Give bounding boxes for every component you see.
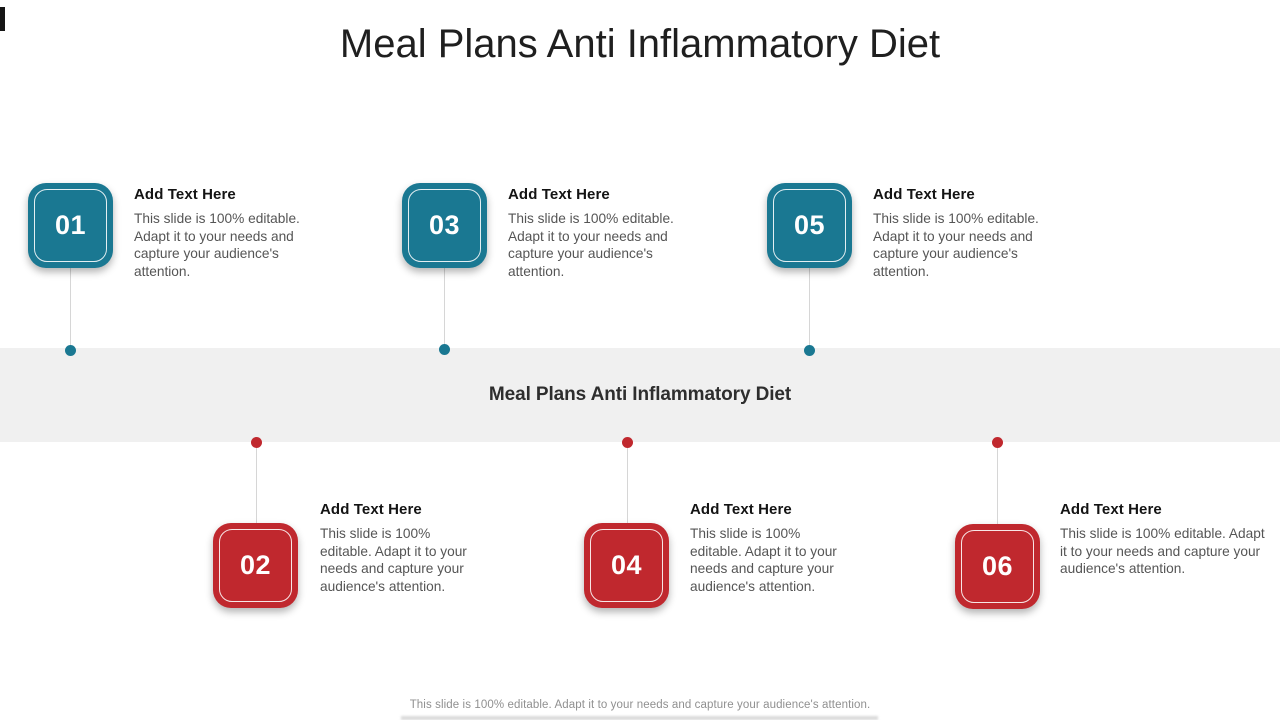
number-box-01: 01 [28,183,113,268]
item-number-04: 04 [610,550,643,580]
connector-line-01 [70,267,71,346]
item-heading-03: Add Text Here [508,186,610,203]
text-block-05: Add Text Here This slide is 100% editabl… [873,186,1041,280]
item-body-01: This slide is 100% editable. Adapt it to… [134,211,300,279]
item-number-01: 01 [54,210,87,240]
text-block-06: Add Text Here This slide is 100% editabl… [1060,501,1272,578]
timeline-dot-04 [622,437,633,448]
slide-edge-mark [0,7,5,31]
item-heading-01: Add Text Here [134,186,236,203]
connector-line-05 [809,267,810,346]
number-box-03: 03 [402,183,487,268]
connector-line-06 [997,448,998,524]
text-block-02: Add Text Here This slide is 100% editabl… [320,501,483,595]
text-block-01: Add Text Here This slide is 100% editabl… [134,186,302,280]
item-heading-06: Add Text Here [1060,501,1162,518]
timeline-dot-01 [65,345,76,356]
number-box-04: 04 [584,523,669,608]
text-block-04: Add Text Here This slide is 100% editabl… [690,501,853,595]
connector-line-03 [444,267,445,346]
timeline-dot-02 [251,437,262,448]
item-body-06: This slide is 100% editable. Adapt it to… [1060,526,1265,576]
page-title: Meal Plans Anti Inflammatory Diet [339,22,941,66]
item-body-02: This slide is 100% editable. Adapt it to… [320,526,467,594]
item-body-05: This slide is 100% editable. Adapt it to… [873,211,1039,279]
number-box-05: 05 [767,183,852,268]
item-body-03: This slide is 100% editable. Adapt it to… [508,211,674,279]
item-number-03: 03 [428,210,461,240]
number-box-06: 06 [955,524,1040,609]
item-heading-05: Add Text Here [873,186,975,203]
center-band: Meal Plans Anti Inflammatory Diet [0,348,1280,442]
timeline-dot-06 [992,437,1003,448]
text-block-03: Add Text Here This slide is 100% editabl… [508,186,676,280]
timeline-dot-03 [439,344,450,355]
connector-line-04 [627,448,628,523]
item-number-05: 05 [793,210,826,240]
footer-note: This slide is 100% editable. Adapt it to… [409,699,871,711]
number-box-02: 02 [213,523,298,608]
connector-line-02 [256,448,257,523]
item-heading-04: Add Text Here [690,501,792,518]
item-number-06: 06 [981,551,1014,581]
footer-blur-strip [401,716,878,720]
item-heading-02: Add Text Here [320,501,422,518]
center-band-title: Meal Plans Anti Inflammatory Diet [488,384,792,405]
item-body-04: This slide is 100% editable. Adapt it to… [690,526,837,594]
timeline-dot-05 [804,345,815,356]
item-number-02: 02 [239,550,272,580]
